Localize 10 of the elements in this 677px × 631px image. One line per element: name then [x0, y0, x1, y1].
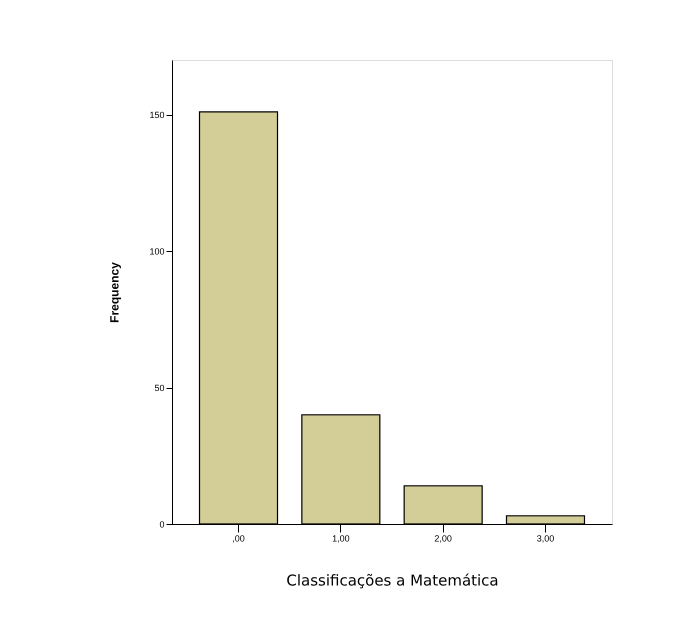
- x-tick-label: 2,00: [434, 534, 452, 544]
- y-tick-label: 150: [149, 110, 164, 120]
- x-tick-label: 3,00: [536, 534, 554, 544]
- y-tick-label: 100: [149, 246, 164, 257]
- x-axis-title: Classificações a Matemática: [286, 572, 499, 590]
- y-tick-label: 0: [159, 520, 164, 530]
- y-axis-title: Frequency: [107, 262, 122, 323]
- y-tick-label: 50: [154, 383, 164, 394]
- x-tick-label: 1,00: [332, 534, 350, 544]
- x-tick-label: ,00: [232, 534, 245, 544]
